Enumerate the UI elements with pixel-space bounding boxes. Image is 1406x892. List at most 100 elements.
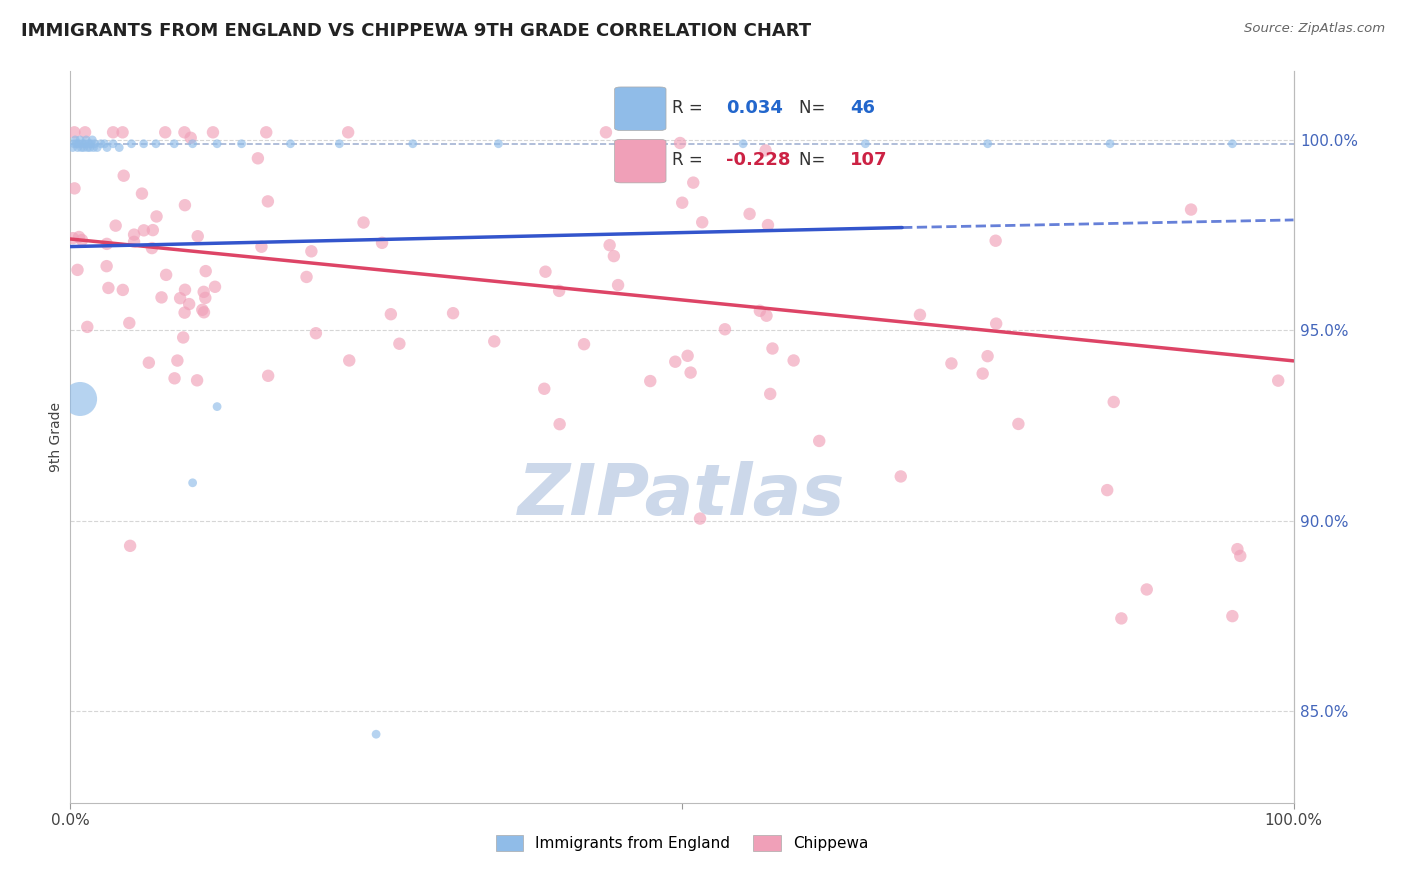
Point [205, 136, 228, 151]
Point [169, 291, 191, 305]
Point [155, 268, 177, 282]
Point [77, 136, 100, 151]
Text: 46: 46 [851, 99, 876, 117]
Point [972, 367, 994, 381]
Point [714, 322, 737, 336]
Point [1220, 136, 1243, 151]
Point [205, 400, 228, 414]
Point [72, 136, 94, 151]
Point [595, 125, 617, 139]
Point [173, 305, 195, 319]
Point [120, 539, 142, 553]
Point [150, 290, 173, 304]
Point [534, 265, 557, 279]
Point [73, 140, 96, 154]
Point [112, 169, 135, 183]
Point [976, 136, 998, 151]
Text: N=: N= [799, 99, 831, 117]
Point [353, 215, 375, 229]
Point [664, 354, 686, 368]
Text: Source: ZipAtlas.com: Source: ZipAtlas.com [1244, 22, 1385, 36]
Point [179, 297, 201, 311]
Point [174, 283, 197, 297]
Point [638, 374, 661, 388]
Point [599, 238, 621, 252]
Point [254, 125, 277, 139]
Text: 107: 107 [851, 151, 889, 169]
Point [186, 373, 208, 387]
Point [132, 223, 155, 237]
Point [1229, 549, 1251, 563]
Point [96, 236, 118, 251]
Point [1220, 609, 1243, 624]
Point [204, 279, 226, 293]
Point [441, 306, 464, 320]
Point [1099, 136, 1122, 151]
Point [941, 356, 963, 370]
Point [257, 194, 280, 209]
Point [738, 207, 761, 221]
Point [548, 417, 571, 432]
Point [759, 387, 782, 401]
Point [80, 136, 103, 151]
Point [111, 283, 134, 297]
Point [67, 136, 90, 151]
Point [572, 337, 595, 351]
Point [669, 136, 692, 150]
Point [1180, 202, 1202, 217]
Point [194, 291, 217, 305]
Point [141, 241, 163, 255]
Point [976, 349, 998, 363]
Point [104, 219, 127, 233]
Point [676, 349, 699, 363]
FancyBboxPatch shape [614, 87, 666, 130]
Point [96, 259, 118, 273]
Point [90, 136, 112, 151]
Point [250, 240, 273, 254]
Point [855, 136, 877, 151]
Point [607, 278, 630, 293]
Legend: Immigrants from England, Chippewa: Immigrants from England, Chippewa [489, 829, 875, 857]
Point [337, 353, 360, 368]
Point [671, 195, 693, 210]
Text: IMMIGRANTS FROM ENGLAND VS CHIPPEWA 9TH GRADE CORRELATION CHART: IMMIGRANTS FROM ENGLAND VS CHIPPEWA 9TH … [21, 22, 811, 40]
Point [79, 140, 101, 154]
Point [163, 136, 186, 151]
Point [101, 136, 124, 151]
Point [1267, 374, 1289, 388]
Point [488, 136, 510, 151]
Point [122, 227, 145, 242]
Point [101, 125, 124, 139]
Point [69, 133, 91, 147]
Point [187, 229, 209, 244]
Point [548, 284, 571, 298]
Point [761, 342, 783, 356]
Point [155, 125, 177, 139]
Point [66, 263, 89, 277]
Point [231, 136, 253, 151]
Point [299, 244, 322, 259]
Point [280, 136, 302, 151]
Point [132, 136, 155, 151]
Point [145, 210, 167, 224]
Point [97, 281, 120, 295]
Text: R =: R = [672, 99, 709, 117]
Text: R =: R = [672, 151, 709, 169]
Point [808, 434, 831, 448]
Point [748, 303, 770, 318]
Point [1102, 395, 1125, 409]
Point [122, 235, 145, 249]
Point [191, 302, 214, 317]
Point [1111, 611, 1133, 625]
Point [163, 371, 186, 385]
Point [690, 215, 713, 229]
Point [782, 353, 804, 368]
Point [93, 136, 115, 151]
Text: ZIPatlas: ZIPatlas [519, 461, 845, 530]
Point [533, 382, 555, 396]
Point [66, 140, 89, 154]
Point [194, 264, 217, 278]
Point [908, 308, 931, 322]
Point [371, 235, 394, 250]
Point [96, 140, 118, 154]
